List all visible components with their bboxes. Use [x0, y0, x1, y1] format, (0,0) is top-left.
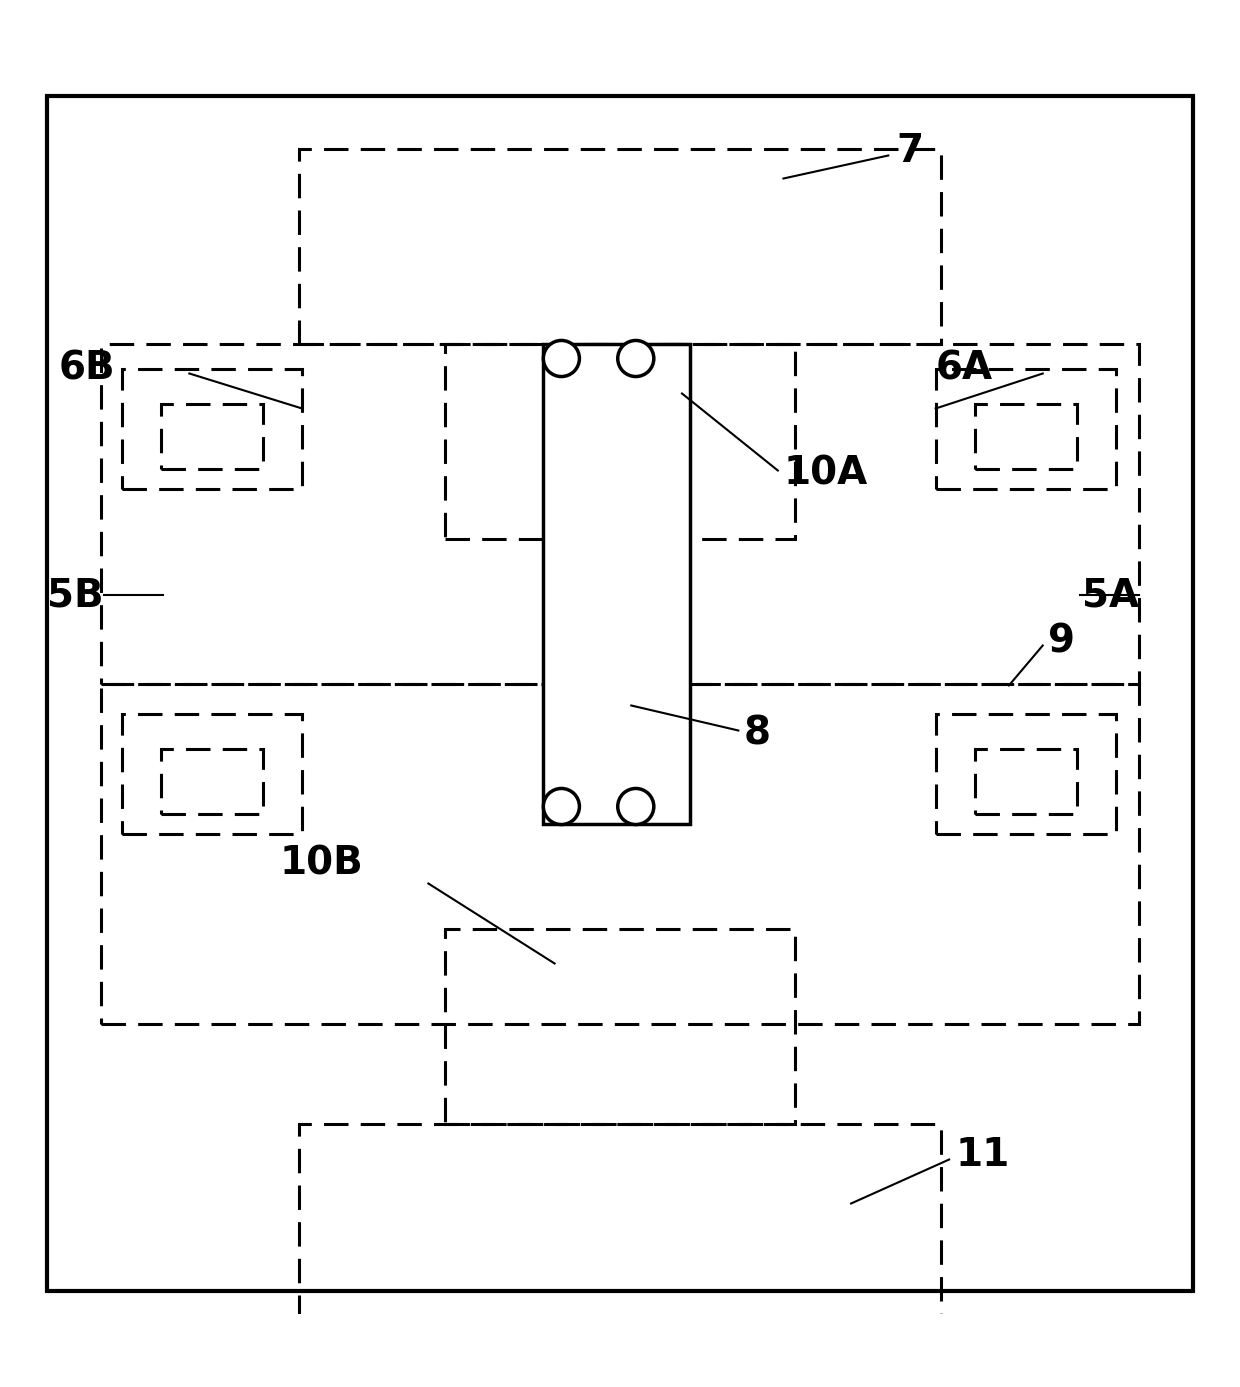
Text: 10A: 10A: [784, 455, 868, 492]
Bar: [122, 369, 303, 488]
Bar: [161, 749, 263, 814]
Bar: [122, 713, 303, 834]
Text: 5B: 5B: [47, 577, 104, 614]
Bar: [102, 344, 1138, 684]
Bar: [299, 1123, 941, 1319]
Bar: [936, 369, 1116, 488]
Circle shape: [618, 788, 653, 824]
Text: 6A: 6A: [936, 350, 993, 387]
Circle shape: [618, 340, 653, 376]
Text: 6B: 6B: [58, 350, 115, 387]
Bar: [445, 344, 795, 538]
Bar: [543, 344, 689, 824]
Text: 9: 9: [1048, 623, 1075, 660]
Text: 10B: 10B: [279, 845, 363, 882]
Bar: [975, 404, 1076, 469]
Text: 5A: 5A: [1083, 577, 1140, 614]
Text: 11: 11: [956, 1136, 1011, 1175]
Bar: [445, 928, 795, 1123]
Bar: [299, 148, 941, 344]
Text: 8: 8: [744, 714, 771, 753]
Text: 7: 7: [897, 133, 924, 171]
Circle shape: [543, 340, 579, 376]
Bar: [936, 713, 1116, 834]
Bar: [161, 404, 263, 469]
Bar: [975, 749, 1076, 814]
Circle shape: [543, 788, 579, 824]
Bar: [102, 684, 1138, 1024]
